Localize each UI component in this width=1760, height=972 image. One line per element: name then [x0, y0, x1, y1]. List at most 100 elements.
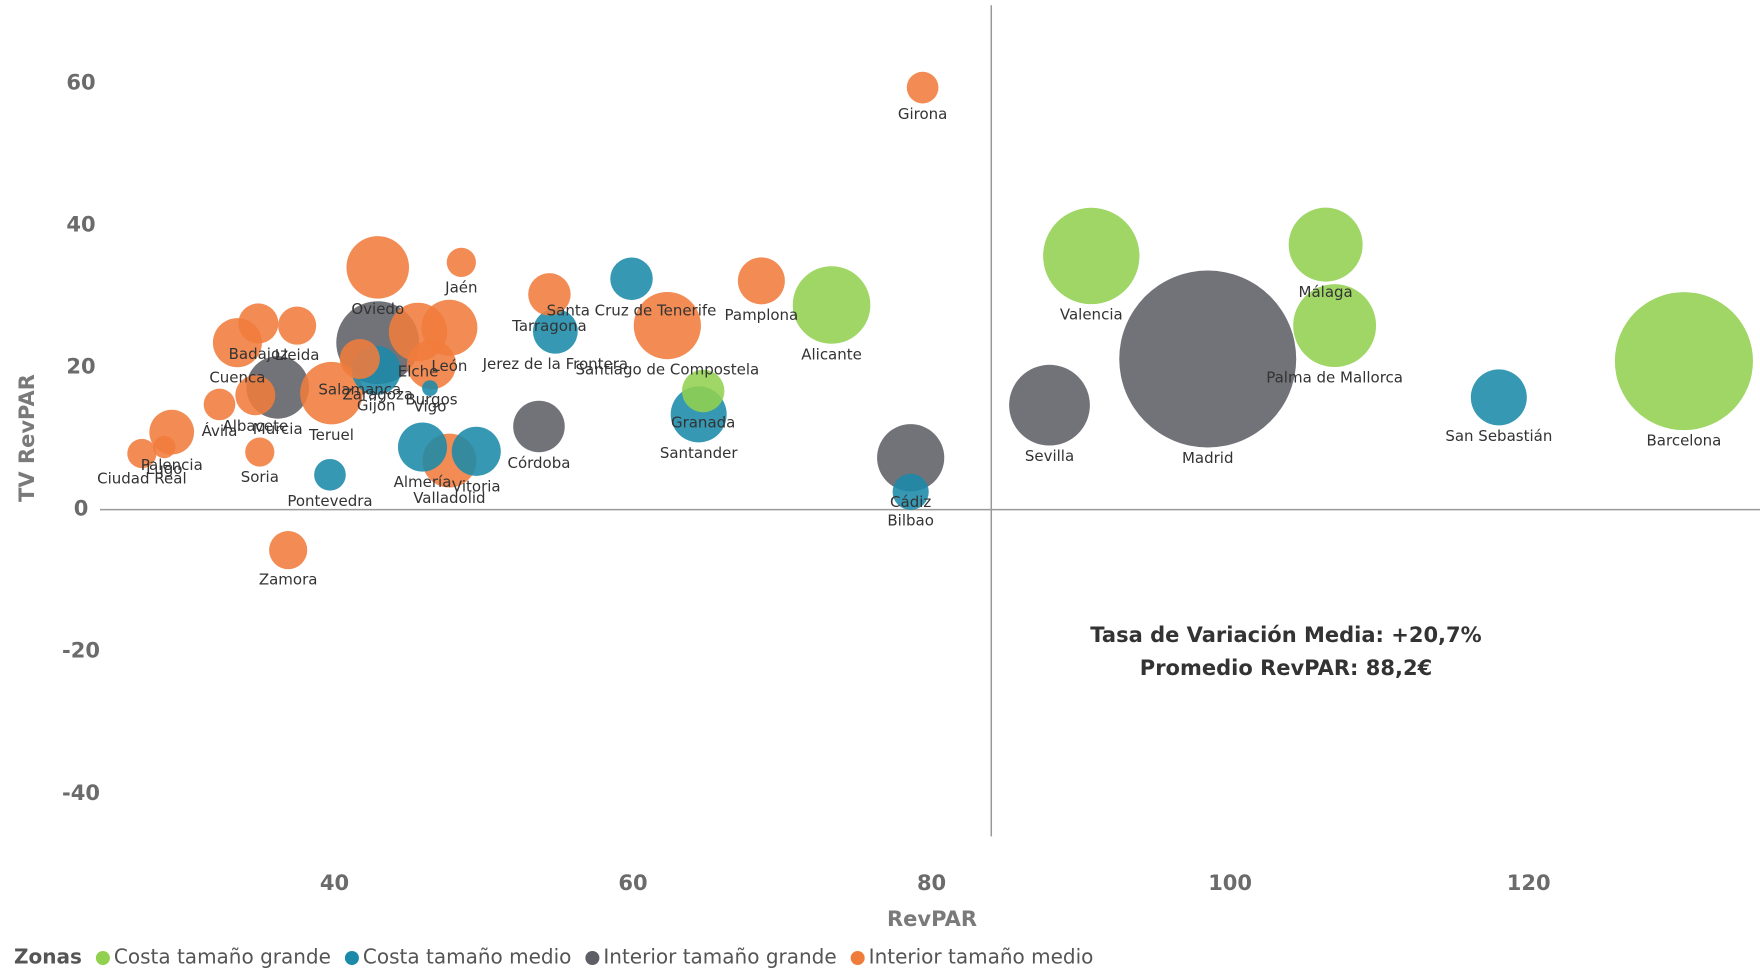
point-label: Palma de Mallorca: [1266, 369, 1403, 387]
point-label: Barcelona: [1647, 432, 1722, 450]
bubble: [1009, 364, 1090, 446]
bubble: [278, 306, 317, 345]
point-label: Almería: [394, 473, 452, 491]
point-label: Ávila: [202, 421, 238, 440]
bubbles: [127, 71, 1753, 570]
point-label: Soria: [241, 468, 279, 486]
bubble: [451, 426, 501, 476]
legend-marker: [585, 951, 600, 965]
point-label: Cuenca: [209, 369, 265, 387]
bubble: [238, 303, 279, 344]
point-label: Granada: [671, 414, 735, 432]
legend-label: Costa tamaño grande: [114, 945, 331, 969]
legend-label: Interior tamaño medio: [869, 945, 1094, 969]
point-label: Jerez de la Frontera: [482, 355, 629, 373]
y-tick-label: 60: [66, 70, 95, 94]
point-label: Alicante: [801, 345, 862, 363]
point-label: Palencia: [141, 456, 203, 474]
y-axis-title: TV RevPAR: [15, 374, 39, 502]
point-label: Córdoba: [507, 454, 570, 472]
point-label: Santiago de Compostela: [575, 361, 759, 379]
bubble: [339, 338, 380, 380]
legend-label: Interior tamaño grande: [603, 945, 836, 969]
point-label: Zamora: [259, 571, 318, 589]
point-label: Sevilla: [1025, 447, 1074, 465]
point-label: Murcia: [253, 420, 303, 438]
point-label: Girona: [898, 105, 948, 123]
bubble: [737, 257, 785, 305]
legend-marker: [95, 951, 110, 965]
annotation: Tasa de Variación Media: +20,7%: [1090, 623, 1481, 647]
point-label: Valencia: [1060, 306, 1123, 324]
point-label: Salamanca: [318, 381, 401, 399]
y-tick-label: 20: [66, 355, 95, 379]
bubble: [513, 400, 565, 453]
bubble: [153, 435, 176, 459]
annotation: Promedio RevPAR: 88,2€: [1140, 656, 1432, 680]
bubble: [892, 473, 929, 510]
bubble: [1614, 292, 1753, 431]
bubble: [314, 458, 346, 491]
bubble: [528, 273, 571, 316]
bubble: [792, 266, 871, 344]
bubble: [610, 257, 653, 300]
x-tick-label: 80: [917, 871, 946, 895]
point-label: Lugo: [146, 460, 182, 478]
bubble: [1288, 207, 1363, 282]
x-tick-label: 60: [618, 871, 647, 895]
bubble: [633, 292, 701, 360]
point-label: Valladolid: [413, 489, 485, 507]
point-label: Ciudad Real: [97, 470, 187, 488]
point-label: Málaga: [1299, 283, 1353, 301]
point-label: Albacete: [222, 417, 288, 435]
x-tick-label: 40: [320, 871, 349, 895]
bubble: [1470, 369, 1527, 426]
y-tick-label: -20: [62, 639, 100, 663]
point-label: Teruel: [308, 426, 354, 444]
point-label: Pamplona: [725, 306, 799, 324]
legend-title: Zonas: [14, 945, 82, 969]
point-label: Burgos: [405, 391, 457, 409]
bubble: [422, 380, 438, 397]
x-tick-label: 100: [1208, 871, 1252, 895]
bubble: [1293, 284, 1377, 368]
y-tick-label: -40: [62, 781, 100, 805]
point-label: León: [431, 357, 467, 375]
y-tick-label: 0: [74, 497, 89, 521]
bubble: [245, 437, 275, 467]
point-label: Tarragona: [511, 317, 587, 335]
point-label: San Sebastián: [1445, 427, 1552, 445]
bubble: [877, 424, 945, 492]
x-tick-label: 120: [1507, 871, 1551, 895]
point-label: Lleida: [275, 346, 320, 364]
point-label: Madrid: [1182, 449, 1234, 467]
x-axis-title: RevPAR: [887, 907, 977, 931]
bubble: [397, 422, 448, 472]
bubble: [406, 340, 457, 390]
point-label: Cádiz: [890, 493, 931, 511]
point-label: Zaragoza: [342, 386, 413, 404]
point-label: Vitoria: [452, 477, 501, 495]
point-label: Gijón: [357, 396, 396, 414]
bubble: [203, 388, 236, 421]
point-label: Oviedo: [351, 300, 404, 318]
point-label: Elche: [398, 363, 439, 381]
legend-label: Costa tamaño medio: [363, 945, 571, 969]
point-label: Badajoz: [229, 345, 289, 363]
point-labels: Madrid Barcelona Valencia Palma de Mallorca…: [97, 105, 1721, 589]
bubble: [346, 236, 410, 299]
bubble: [127, 438, 157, 469]
bubble: [532, 308, 578, 354]
bubble: [681, 369, 725, 413]
y-tick-label: 40: [66, 212, 95, 236]
point-label: Jaén: [444, 278, 477, 296]
bubble: [446, 247, 476, 277]
point-label: Pontevedra: [287, 492, 372, 510]
point-label: Vigo: [414, 398, 447, 416]
point-label: Santander: [660, 444, 739, 462]
legend-marker: [850, 951, 865, 965]
point-label: Bilbao: [887, 511, 934, 529]
point-label: Santa Cruz de Tenerife: [547, 301, 717, 319]
